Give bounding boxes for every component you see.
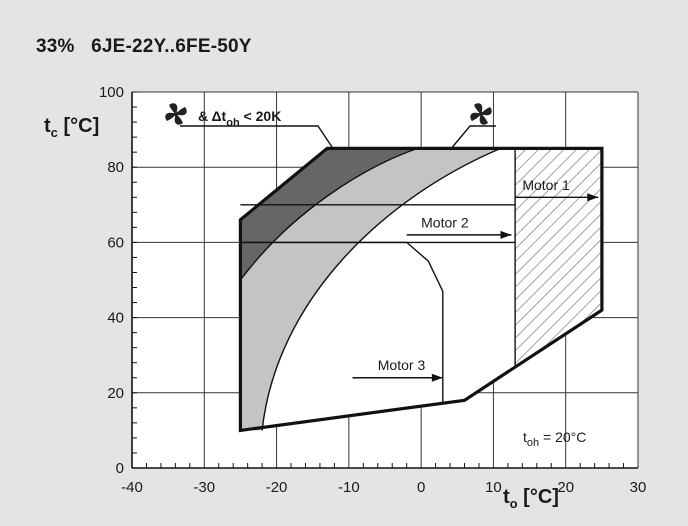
fan-icon-1	[165, 103, 187, 125]
fan-icon-1-blade	[176, 107, 187, 116]
fan-icon-2-blade	[470, 112, 481, 121]
boundary-lines	[131, 92, 638, 469]
fan-icon-2	[470, 103, 492, 125]
y-tick-label: 40	[107, 310, 124, 327]
x-tick-label: 30	[630, 479, 647, 496]
fan-limit-label: & Δtoh < 20K	[198, 108, 281, 129]
oil-temp-note: toh = 20°C	[523, 429, 586, 449]
fan-icon-1-blade	[169, 103, 178, 114]
x-axis-title: to [°C]	[503, 486, 559, 511]
fan-curve	[261, 147, 501, 431]
motor1-label: Motor 1	[522, 177, 570, 193]
fan-icon-1-blade	[174, 114, 183, 125]
fan-icon-1-hub	[173, 111, 179, 117]
y-axis-title: tc [°C]	[44, 115, 99, 140]
tick-labels: -40 -30 -20 -10 0 10 20 30 0 20 40 60 80 100	[99, 84, 646, 496]
x-tick-label: -20	[266, 479, 288, 496]
x-tick-label: 10	[485, 479, 502, 496]
y-tick-label: 60	[107, 234, 124, 251]
motor2-label: Motor 2	[421, 214, 469, 230]
fan-icon-1-blade	[165, 112, 176, 121]
fan-dtoh-curve	[239, 147, 418, 281]
fan-icon-2-blade	[481, 107, 492, 116]
chart-title: 33% 6JE-22Y..6FE-50Y	[36, 36, 252, 57]
x-tick-label: -10	[338, 479, 360, 496]
axis-ticks	[132, 91, 625, 469]
fan-region	[240, 148, 501, 431]
envelope-outline	[238, 146, 604, 433]
y-tick-label: 0	[116, 460, 124, 477]
fan-dtoh-region	[240, 148, 418, 280]
y-tick-label: 80	[107, 159, 124, 176]
motor1-region	[515, 148, 602, 367]
y-tick-label: 100	[99, 84, 124, 101]
motor3-limit-line	[240, 241, 444, 405]
y-tick-label: 20	[107, 385, 124, 402]
x-tick-label: -40	[121, 479, 143, 496]
fan-icon-2-blade	[479, 114, 488, 125]
x-tick-label: 20	[557, 479, 574, 496]
motor2-arrow-head	[500, 230, 512, 239]
regions	[240, 148, 602, 431]
fan-leader	[449, 125, 496, 151]
fan-icon-2-blade	[474, 103, 483, 114]
annotations: Motor 1 Motor 2 Motor 3	[165, 103, 599, 382]
x-tick-label: 0	[417, 479, 425, 496]
motor1-arrow-head	[587, 193, 599, 202]
x-tick-label: -30	[193, 479, 215, 496]
motor3-arrow-head	[431, 373, 443, 382]
fan-dtoh-leader	[180, 125, 335, 151]
fan-icon-2-hub	[478, 111, 484, 117]
motor3-label: Motor 3	[378, 357, 426, 373]
